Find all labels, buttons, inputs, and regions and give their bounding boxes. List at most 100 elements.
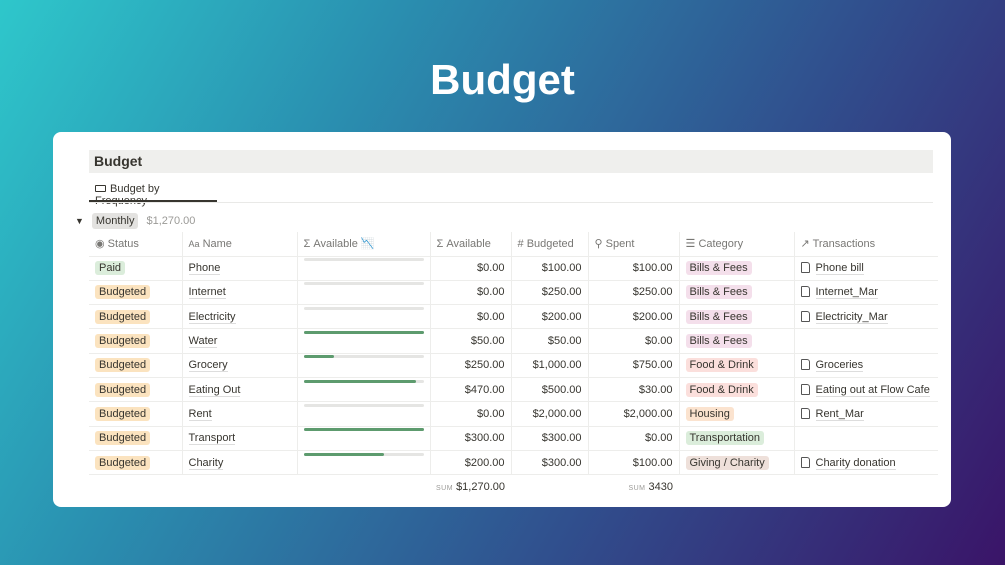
column-status[interactable]: ◉ Status: [89, 232, 183, 257]
transaction-link[interactable]: Charity donation: [815, 456, 896, 470]
status-cell[interactable]: Budgeted: [89, 352, 183, 378]
status-cell[interactable]: Paid: [89, 255, 183, 281]
status-cell[interactable]: Budgeted: [89, 376, 183, 403]
table-row[interactable]: Budgeted Eating Out $470.00 $500.00 $30.…: [89, 376, 938, 403]
available-cell[interactable]: $0.00: [429, 279, 512, 306]
category-cell[interactable]: Food & Drink: [678, 352, 795, 378]
status-cell[interactable]: Budgeted: [89, 425, 183, 451]
spent-cell[interactable]: $30.00: [587, 376, 680, 403]
transaction-link[interactable]: Groceries: [815, 359, 864, 373]
group-header[interactable]: ▼ Monthly $1,270.00: [75, 213, 195, 229]
status-badge: Budgeted: [95, 358, 151, 373]
table-row[interactable]: Budgeted Rent $0.00 $2,000.00 $2,000.00 …: [89, 401, 938, 427]
transactions-cell[interactable]: [793, 425, 938, 451]
column-name[interactable]: Aa Name: [181, 232, 298, 257]
transaction-link[interactable]: Eating out at Flow Cafe: [815, 383, 930, 397]
transaction-link[interactable]: Internet_Mar: [815, 286, 878, 300]
category-cell[interactable]: Transportation: [678, 425, 795, 451]
transactions-cell[interactable]: Eating out at Flow Cafe: [793, 376, 938, 403]
collapse-triangle-icon[interactable]: ▼: [75, 216, 84, 226]
table-row[interactable]: Budgeted Internet $0.00 $250.00 $250.00 …: [89, 279, 938, 306]
transactions-cell[interactable]: Groceries: [793, 352, 938, 378]
budgeted-cell[interactable]: $50.00: [510, 328, 589, 354]
column-available[interactable]: Σ Available: [429, 232, 512, 257]
spent-cell[interactable]: $0.00: [587, 328, 680, 354]
transactions-cell[interactable]: Internet_Mar: [793, 279, 938, 306]
available-cell[interactable]: $0.00: [429, 401, 512, 427]
spent-cell[interactable]: $0.00: [587, 425, 680, 451]
category-tag: Housing: [685, 406, 734, 421]
transaction-link[interactable]: Electricity_Mar: [815, 310, 888, 324]
available-cell[interactable]: $200.00: [429, 449, 512, 476]
budgeted-cell[interactable]: $2,000.00: [510, 401, 589, 427]
available-cell[interactable]: $0.00: [429, 304, 512, 330]
spent-cell[interactable]: $250.00: [587, 279, 680, 306]
spent-cell[interactable]: $2,000.00: [587, 401, 680, 427]
budgeted-cell[interactable]: $300.00: [510, 425, 589, 451]
table-row[interactable]: Budgeted Transport $300.00 $300.00 $0.00…: [89, 425, 938, 451]
category-cell[interactable]: Bills & Fees: [678, 328, 795, 354]
available-cell[interactable]: $50.00: [429, 328, 512, 354]
status-cell[interactable]: Budgeted: [89, 401, 183, 427]
name-cell[interactable]: Grocery: [181, 352, 298, 378]
name-cell[interactable]: Charity: [181, 449, 298, 476]
budgeted-cell[interactable]: $100.00: [510, 255, 589, 281]
spent-cell[interactable]: $200.00: [587, 304, 680, 330]
budgeted-cell[interactable]: $500.00: [510, 376, 589, 403]
column-transactions[interactable]: ↗ Transactions: [793, 232, 938, 257]
sigma-icon: Σ: [303, 238, 311, 251]
column-category[interactable]: ☰ Category: [678, 232, 795, 257]
status-cell[interactable]: Budgeted: [89, 328, 183, 354]
name-cell[interactable]: Internet: [181, 279, 298, 306]
status-cell[interactable]: Budgeted: [89, 279, 183, 306]
table-row[interactable]: Budgeted Charity $200.00 $300.00 $100.00…: [89, 449, 938, 476]
progress-bar: [303, 258, 424, 262]
transactions-cell[interactable]: Electricity_Mar: [793, 304, 938, 330]
name-cell[interactable]: Phone: [181, 255, 298, 281]
name-cell[interactable]: Rent: [181, 401, 298, 427]
header-label: Budgeted: [526, 237, 574, 250]
table-row[interactable]: Budgeted Grocery $250.00 $1,000.00 $750.…: [89, 352, 938, 378]
budgeted-cell[interactable]: $300.00: [510, 449, 589, 476]
budgeted-cell[interactable]: $1,000.00: [510, 352, 589, 378]
column-budgeted[interactable]: # Budgeted: [510, 232, 589, 257]
database-title[interactable]: Budget: [89, 150, 933, 173]
category-cell[interactable]: Bills & Fees: [678, 304, 795, 330]
name-cell[interactable]: Transport: [181, 425, 298, 451]
available-cell[interactable]: $0.00: [429, 255, 512, 281]
column-spent[interactable]: ⚲ Spent: [587, 232, 680, 257]
column-available-bar[interactable]: Σ Available 📉: [296, 232, 431, 257]
budgeted-cell[interactable]: $200.00: [510, 304, 589, 330]
budgeted-cell[interactable]: $250.00: [510, 279, 589, 306]
name-cell[interactable]: Eating Out: [181, 376, 298, 403]
transaction-link[interactable]: Phone bill: [815, 262, 864, 276]
transactions-cell[interactable]: Charity donation: [793, 449, 938, 476]
table-row[interactable]: Paid Phone $0.00 $100.00 $100.00 Bills &…: [89, 255, 938, 281]
spent-cell[interactable]: $750.00: [587, 352, 680, 378]
name-cell[interactable]: Water: [181, 328, 298, 354]
transactions-cell[interactable]: Phone bill: [793, 255, 938, 281]
transaction-link[interactable]: Rent_Mar: [815, 407, 864, 421]
tab-budget-by-frequency[interactable]: Budget by Frequency: [89, 179, 217, 207]
table-row[interactable]: Budgeted Electricity $0.00 $200.00 $200.…: [89, 304, 938, 330]
transactions-cell[interactable]: Rent_Mar: [793, 401, 938, 427]
progress-bar: [303, 306, 424, 310]
category-cell[interactable]: Food & Drink: [678, 376, 795, 403]
available-cell[interactable]: $300.00: [429, 425, 512, 451]
progress-bar: [303, 452, 424, 456]
status-cell[interactable]: Budgeted: [89, 449, 183, 476]
available-cell[interactable]: $250.00: [429, 352, 512, 378]
available-cell[interactable]: $470.00: [429, 376, 512, 403]
category-cell[interactable]: Bills & Fees: [678, 279, 795, 306]
status-cell[interactable]: Budgeted: [89, 304, 183, 330]
category-cell[interactable]: Bills & Fees: [678, 255, 795, 281]
transactions-cell[interactable]: [793, 328, 938, 354]
table-row[interactable]: Budgeted Water $50.00 $50.00 $0.00 Bills…: [89, 328, 938, 354]
category-cell[interactable]: Housing: [678, 401, 795, 427]
progress-cell: [296, 279, 431, 306]
name-cell[interactable]: Electricity: [181, 304, 298, 330]
spent-cell[interactable]: $100.00: [587, 255, 680, 281]
category-cell[interactable]: Giving / Charity: [678, 449, 795, 476]
spent-cell[interactable]: $100.00: [587, 449, 680, 476]
header-label: Name: [202, 237, 232, 250]
